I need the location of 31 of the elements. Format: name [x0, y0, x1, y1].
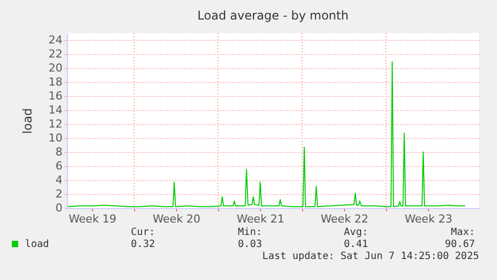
y-tick-label: 24	[48, 34, 62, 46]
x-tick-label: Week 21	[236, 212, 284, 226]
text: 90.67	[444, 239, 475, 250]
x-tick-label: Week 23	[404, 212, 452, 226]
text: 0.32	[130, 239, 155, 250]
line-series	[68, 61, 466, 208]
text: 0.41	[344, 239, 368, 250]
y-tick-label: 8	[56, 146, 62, 158]
legend-label: load	[25, 239, 50, 250]
text: Avg:	[344, 227, 368, 238]
y-tick-label: 18	[48, 76, 62, 88]
y-tick-label: 20	[48, 62, 62, 74]
y-tick-label: 14	[48, 104, 62, 116]
x-tick-label: Week 20	[152, 212, 200, 226]
y-tick-label: 0	[56, 202, 62, 214]
x-tick-label: Week 22	[320, 212, 368, 226]
y-tick-label: 12	[48, 118, 62, 130]
y-tick-label: 4	[56, 174, 62, 186]
text: Cur:	[130, 227, 155, 238]
text: 0.03	[238, 239, 262, 250]
chart-title: Load average - by month	[197, 8, 349, 22]
y-axis-title: load	[20, 108, 35, 134]
text: Min:	[238, 227, 262, 238]
y-tick-label: 2	[56, 188, 62, 200]
y-tick-label: 16	[48, 90, 62, 102]
y-tick-label: 22	[48, 48, 62, 60]
text: Last update: Sat Jun 7 14:25:00 2025	[262, 251, 479, 262]
y-tick-label: 6	[56, 160, 62, 172]
y-tick-label: 10	[48, 132, 62, 144]
text: Max:	[450, 227, 475, 238]
x-tick-label: Week 19	[68, 212, 116, 226]
